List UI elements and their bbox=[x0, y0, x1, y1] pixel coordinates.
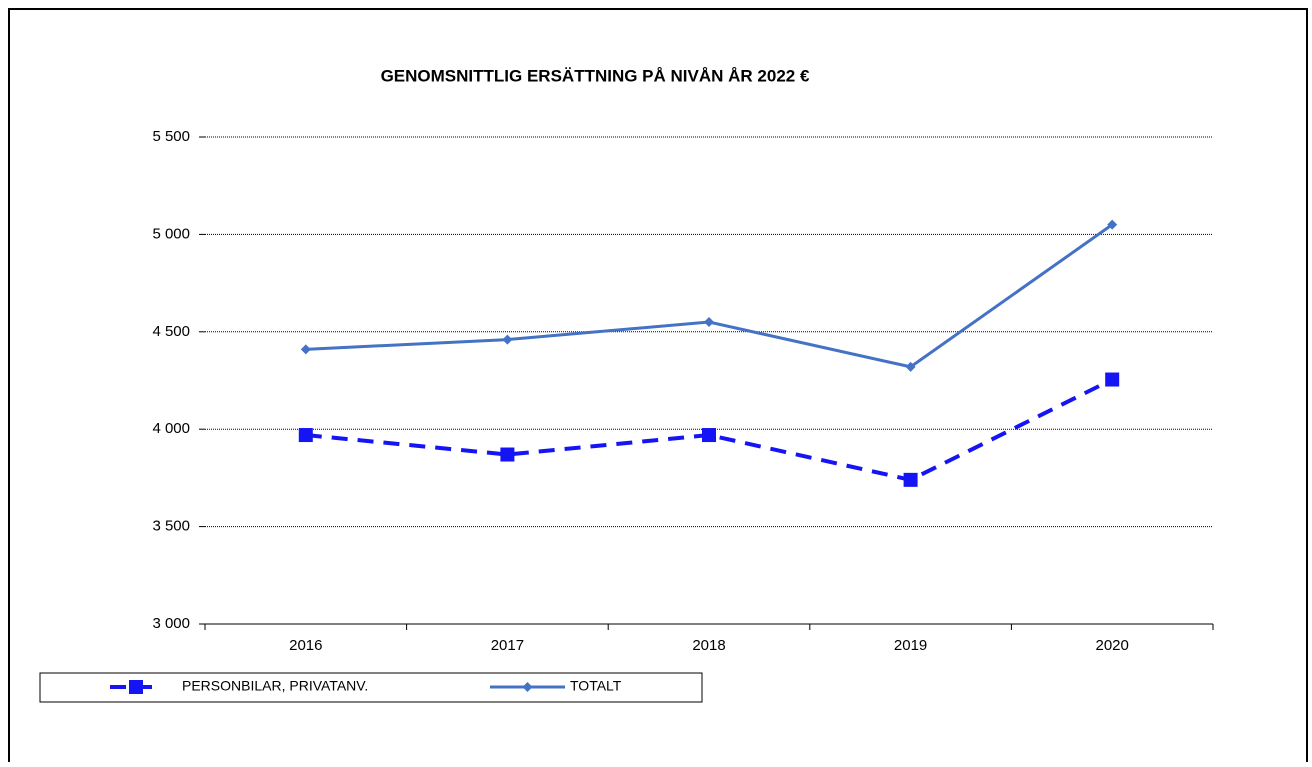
y-tick-label: 3 000 bbox=[152, 615, 190, 632]
x-tick-label: 2019 bbox=[894, 637, 927, 654]
y-tick-label: 3 500 bbox=[152, 518, 190, 535]
chart-title: GENOMSNITTLIG ERSÄTTNING PÅ NIVÅN ÅR 202… bbox=[381, 66, 810, 85]
y-tick-label: 5 500 bbox=[152, 128, 190, 145]
marker bbox=[500, 447, 515, 462]
marker bbox=[903, 472, 918, 487]
legend-box bbox=[39, 672, 703, 703]
legend-label: TOTALT bbox=[570, 678, 622, 694]
marker bbox=[522, 682, 533, 692]
marker bbox=[300, 344, 311, 355]
marker bbox=[129, 680, 143, 694]
y-tick-label: 4 000 bbox=[152, 420, 190, 437]
x-tick-label: 2017 bbox=[491, 637, 524, 654]
marker bbox=[298, 428, 313, 443]
marker bbox=[1107, 219, 1118, 230]
y-tick-label: 5 000 bbox=[152, 225, 190, 242]
marker bbox=[1105, 372, 1120, 387]
series-line bbox=[305, 223, 1114, 369]
x-tick-label: 2016 bbox=[289, 637, 322, 654]
legend-label: PERSONBILAR, PRIVATANV. bbox=[182, 678, 368, 694]
x-tick-label: 2018 bbox=[692, 637, 725, 654]
marker bbox=[704, 317, 714, 328]
marker bbox=[702, 428, 716, 443]
marker bbox=[502, 334, 513, 345]
chart-frame bbox=[8, 8, 1308, 767]
x-tick-label: 2020 bbox=[1096, 637, 1129, 654]
marker bbox=[905, 361, 916, 372]
y-tick-label: 4 500 bbox=[152, 323, 190, 340]
